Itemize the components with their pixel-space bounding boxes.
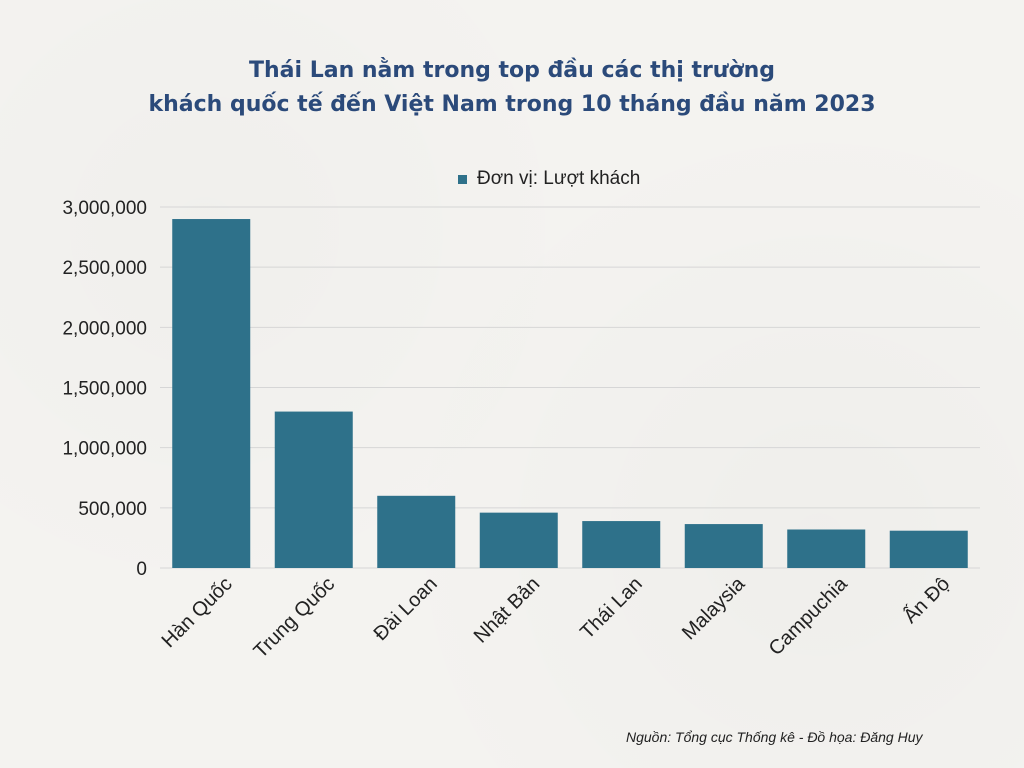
y-tick-label: 1,500,000 xyxy=(62,379,147,400)
x-tick-label: Đài Loan xyxy=(370,573,442,645)
x-tick-label: Malaysia xyxy=(678,572,750,644)
source-note: Nguồn: Tổng cục Thống kê - Đồ họa: Đăng … xyxy=(626,729,923,745)
bars xyxy=(172,219,968,569)
x-tick-label: Thái Lan xyxy=(576,573,647,644)
y-tick-label: 1,000,000 xyxy=(62,439,147,460)
bar xyxy=(684,524,763,568)
x-tick-label: Hàn Quốc xyxy=(158,573,237,652)
legend-swatch xyxy=(458,174,467,184)
bar xyxy=(787,529,866,568)
bar xyxy=(274,411,353,568)
x-axis-labels: Hàn Quốc Trung Quốc Đài Loan Nhật Bản Thái L… xyxy=(158,572,955,662)
y-tick-label: 500,000 xyxy=(78,499,147,520)
x-tick-label: Nhật Bản xyxy=(470,573,545,648)
chart-title-line1: Thái Lan nằm trong top đầu các thị trườn… xyxy=(248,58,775,83)
y-tick-label: 3,000,000 xyxy=(62,198,147,219)
y-tick-label: 2,000,000 xyxy=(62,318,147,339)
legend-label: Đơn vị: Lượt khách xyxy=(477,168,641,189)
y-tick-label: 0 xyxy=(136,559,147,580)
bar xyxy=(889,530,968,568)
bar xyxy=(377,495,456,568)
bar xyxy=(582,521,661,568)
y-axis-ticks: 0 500,000 1,000,000 1,500,000 2,000,000 2,500… xyxy=(62,198,147,580)
legend: Đơn vị: Lượt khách xyxy=(458,168,640,190)
y-tick-label: 2,500,000 xyxy=(62,258,147,279)
bar xyxy=(479,512,558,568)
x-tick-label: Campuchia xyxy=(765,572,853,660)
chart-title-line2: khách quốc tế đến Việt Nam trong 10 thán… xyxy=(148,92,876,117)
bar xyxy=(172,219,251,569)
x-tick-label: Trung Quốc xyxy=(250,573,340,663)
x-tick-label: Ấn Độ xyxy=(899,572,955,628)
